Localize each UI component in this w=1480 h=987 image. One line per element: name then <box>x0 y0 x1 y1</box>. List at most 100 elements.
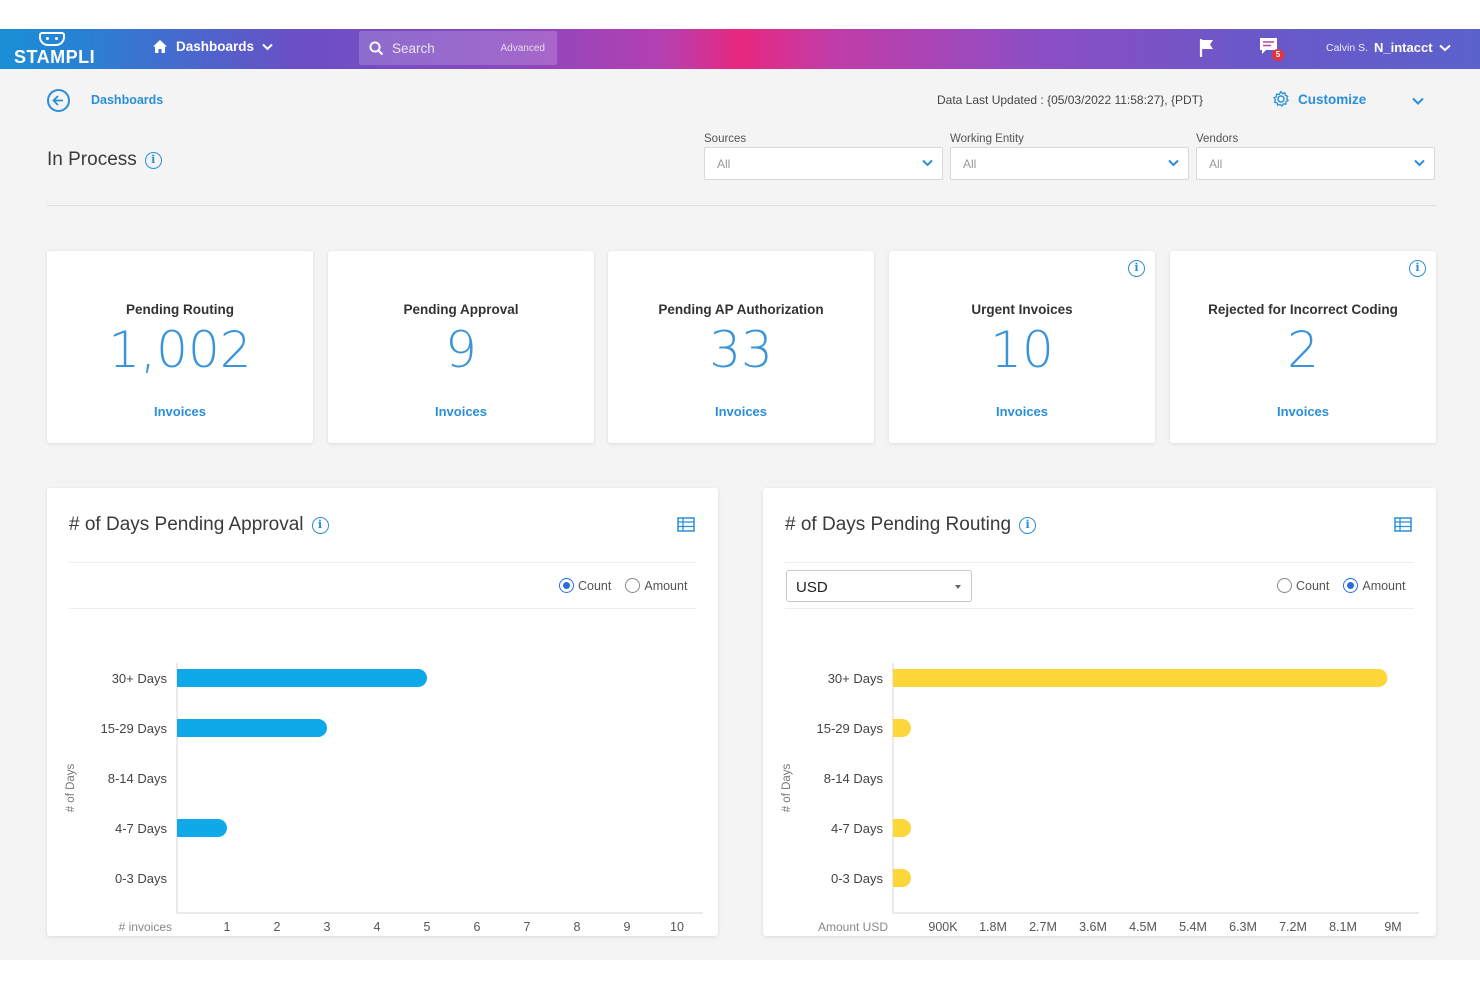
x-tick-label: 9 <box>624 920 631 934</box>
radio-button-selected[interactable] <box>1343 578 1359 593</box>
card-invoices-link[interactable]: Invoices <box>153 404 207 419</box>
dashboards-menu[interactable]: Dashboards <box>152 39 273 54</box>
info-icon[interactable]: i <box>1019 516 1037 534</box>
user-name: Calvin S. <box>1326 41 1369 54</box>
card-invoices-link[interactable]: Invoices <box>1276 404 1330 419</box>
table-view-icon[interactable] <box>1394 517 1412 532</box>
card-title: Pending Approval <box>403 302 519 317</box>
user-menu[interactable]: Calvin S. N_intacct <box>1326 40 1451 55</box>
customize-label: Customize <box>1298 91 1367 107</box>
x-tick-label: 9M <box>1384 920 1401 934</box>
filter-sources: Sources All <box>704 133 943 180</box>
chevron-down-icon <box>1438 44 1451 51</box>
x-tick-label: 3 <box>324 920 331 934</box>
filter-working-entity: Working Entity All <box>950 133 1189 180</box>
radio-button-selected[interactable] <box>559 578 574 593</box>
panel-title-text: # of Days Pending Approval <box>69 514 304 535</box>
category-label: 30+ Days <box>112 671 168 686</box>
card-pending-approval[interactable]: Pending Approval 9 Invoices <box>328 251 594 443</box>
info-icon[interactable]: i <box>311 516 329 534</box>
filter-label: Working Entity <box>950 133 1024 145</box>
card-urgent-invoices[interactable]: i Urgent Invoices 10 Invoices <box>889 251 1155 443</box>
arrow-left-icon <box>52 95 63 106</box>
category-label: 4-7 Days <box>115 821 168 836</box>
logo-text: STAMPLI <box>14 47 96 67</box>
panel-days-pending-routing: # of Days Pending Routing i USD Count Am… <box>763 488 1436 936</box>
flag-icon[interactable] <box>1198 38 1216 63</box>
x-tick-label: 10 <box>670 920 684 934</box>
stampli-logo[interactable]: STAMPLI <box>14 31 95 67</box>
card-invoices-link[interactable]: Invoices <box>434 404 488 419</box>
x-tick-label: 6 <box>474 920 481 934</box>
bar-base <box>893 669 903 687</box>
search-icon <box>369 40 384 55</box>
category-label: 0-3 Days <box>831 871 884 886</box>
card-rejected-incorrect-coding[interactable]: i Rejected for Incorrect Coding 2 Invoic… <box>1170 251 1436 443</box>
radio-count[interactable]: Count <box>559 578 611 593</box>
dropdown-value: All <box>717 157 731 171</box>
x-tick-label: 8.1M <box>1329 920 1357 934</box>
x-tick-label: 2.7M <box>1029 920 1057 934</box>
radio-amount[interactable]: Amount <box>1343 578 1405 593</box>
card-invoices-link[interactable]: Invoices <box>714 404 768 419</box>
bar-base <box>893 819 903 837</box>
back-button[interactable] <box>47 89 70 112</box>
vendors-dropdown[interactable]: All <box>1196 147 1435 180</box>
radio-button[interactable] <box>625 578 641 593</box>
info-icon[interactable]: i <box>144 151 162 169</box>
card-value: 1,002 <box>108 321 252 379</box>
bar <box>177 819 227 837</box>
bar-base <box>177 669 187 687</box>
search-input[interactable]: Search <box>392 40 435 56</box>
radio-amount[interactable]: Amount <box>625 578 687 593</box>
messages-icon[interactable]: 5 <box>1258 37 1284 62</box>
category-label: 0-3 Days <box>115 871 168 886</box>
search-box[interactable]: Search Advanced <box>359 31 557 65</box>
data-last-updated: Data Last Updated : {05/03/2022 11:58:27… <box>937 93 1203 107</box>
card-invoices-link[interactable]: Invoices <box>995 404 1049 419</box>
customize-button[interactable]: Customize <box>1272 90 1366 108</box>
x-axis-label: # invoices <box>119 920 172 934</box>
page-title-text: In Process <box>47 149 137 170</box>
logo-mascot-icon <box>39 32 65 46</box>
bar-base <box>893 719 903 737</box>
messages-count-badge: 5 <box>1272 49 1284 61</box>
x-tick-label: 2 <box>274 920 281 934</box>
x-tick-label: 6.3M <box>1229 920 1257 934</box>
breadcrumb-dashboards[interactable]: Dashboards <box>91 93 164 107</box>
x-axis-label: Amount USD <box>818 920 888 934</box>
info-icon[interactable]: i <box>1128 260 1145 277</box>
sources-dropdown[interactable]: All <box>704 147 943 180</box>
card-pending-routing[interactable]: Pending Routing 1,002 Invoices <box>47 251 313 443</box>
x-tick-label: 1 <box>224 920 231 934</box>
x-tick-label: 7 <box>524 920 531 934</box>
radio-button[interactable] <box>1277 578 1292 593</box>
x-tick-label: 1.8M <box>979 920 1007 934</box>
card-pending-ap-authorization[interactable]: Pending AP Authorization 33 Invoices <box>608 251 874 443</box>
y-axis-label: # of Days <box>781 763 793 812</box>
table-view-icon[interactable] <box>677 517 695 532</box>
card-value: 10 <box>990 321 1054 379</box>
x-tick-label: 4 <box>374 920 381 934</box>
card-title: Pending AP Authorization <box>658 302 824 317</box>
panel-divider <box>69 608 696 609</box>
chevron-down-icon <box>262 43 273 50</box>
dropdown-value: All <box>963 157 977 171</box>
radio-label: Amount <box>644 578 688 593</box>
working-entity-dropdown[interactable]: All <box>950 147 1189 180</box>
bar-base <box>893 869 903 887</box>
home-icon <box>153 40 167 53</box>
category-label: 30+ Days <box>828 671 884 686</box>
y-axis-label: # of Days <box>65 763 77 812</box>
dashboards-menu-label: Dashboards <box>176 39 255 54</box>
x-tick-label: 5.4M <box>1179 920 1207 934</box>
filter-vendors: Vendors All <box>1196 133 1435 180</box>
category-label: 8-14 Days <box>824 771 884 786</box>
radio-count[interactable]: Count <box>1277 578 1329 593</box>
chart-days-pending-routing: # of Days Amount USD 30+ Days 15-29 Days 8-1… <box>781 663 1419 934</box>
info-icon[interactable]: i <box>1409 260 1426 277</box>
collapse-chevron-icon[interactable] <box>1411 93 1425 111</box>
panel-divider <box>69 562 696 563</box>
advanced-search-link[interactable]: Advanced <box>500 42 545 54</box>
currency-select[interactable]: USD <box>786 570 972 602</box>
